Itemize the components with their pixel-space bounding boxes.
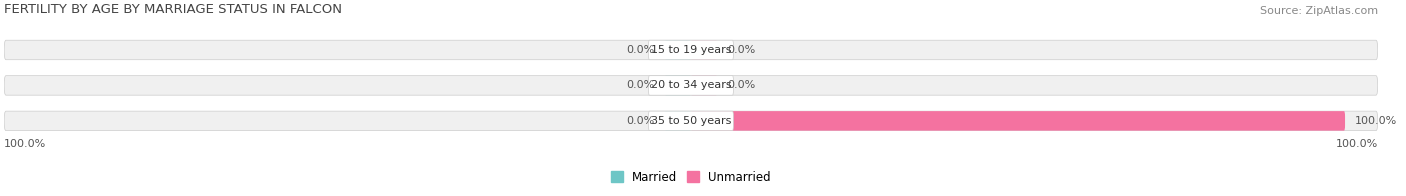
- FancyBboxPatch shape: [665, 40, 690, 60]
- Text: 0.0%: 0.0%: [627, 80, 655, 90]
- Text: 0.0%: 0.0%: [727, 80, 755, 90]
- FancyBboxPatch shape: [690, 76, 717, 95]
- Legend: Married, Unmarried: Married, Unmarried: [612, 171, 770, 184]
- Text: 0.0%: 0.0%: [627, 116, 655, 126]
- Text: FERTILITY BY AGE BY MARRIAGE STATUS IN FALCON: FERTILITY BY AGE BY MARRIAGE STATUS IN F…: [4, 3, 342, 16]
- Text: 0.0%: 0.0%: [627, 45, 655, 55]
- Text: 35 to 50 years: 35 to 50 years: [651, 116, 731, 126]
- FancyBboxPatch shape: [648, 76, 734, 95]
- FancyBboxPatch shape: [4, 40, 1378, 60]
- Text: 100.0%: 100.0%: [1336, 139, 1378, 149]
- FancyBboxPatch shape: [665, 111, 690, 131]
- FancyBboxPatch shape: [4, 111, 1378, 131]
- Text: Source: ZipAtlas.com: Source: ZipAtlas.com: [1260, 6, 1378, 16]
- FancyBboxPatch shape: [648, 111, 734, 131]
- FancyBboxPatch shape: [690, 40, 717, 60]
- Text: 15 to 19 years: 15 to 19 years: [651, 45, 731, 55]
- Text: 20 to 34 years: 20 to 34 years: [651, 80, 731, 90]
- FancyBboxPatch shape: [648, 40, 734, 60]
- FancyBboxPatch shape: [665, 76, 690, 95]
- FancyBboxPatch shape: [4, 76, 1378, 95]
- Text: 100.0%: 100.0%: [1355, 116, 1398, 126]
- Text: 0.0%: 0.0%: [727, 45, 755, 55]
- Text: 100.0%: 100.0%: [4, 139, 46, 149]
- FancyBboxPatch shape: [690, 111, 1346, 131]
